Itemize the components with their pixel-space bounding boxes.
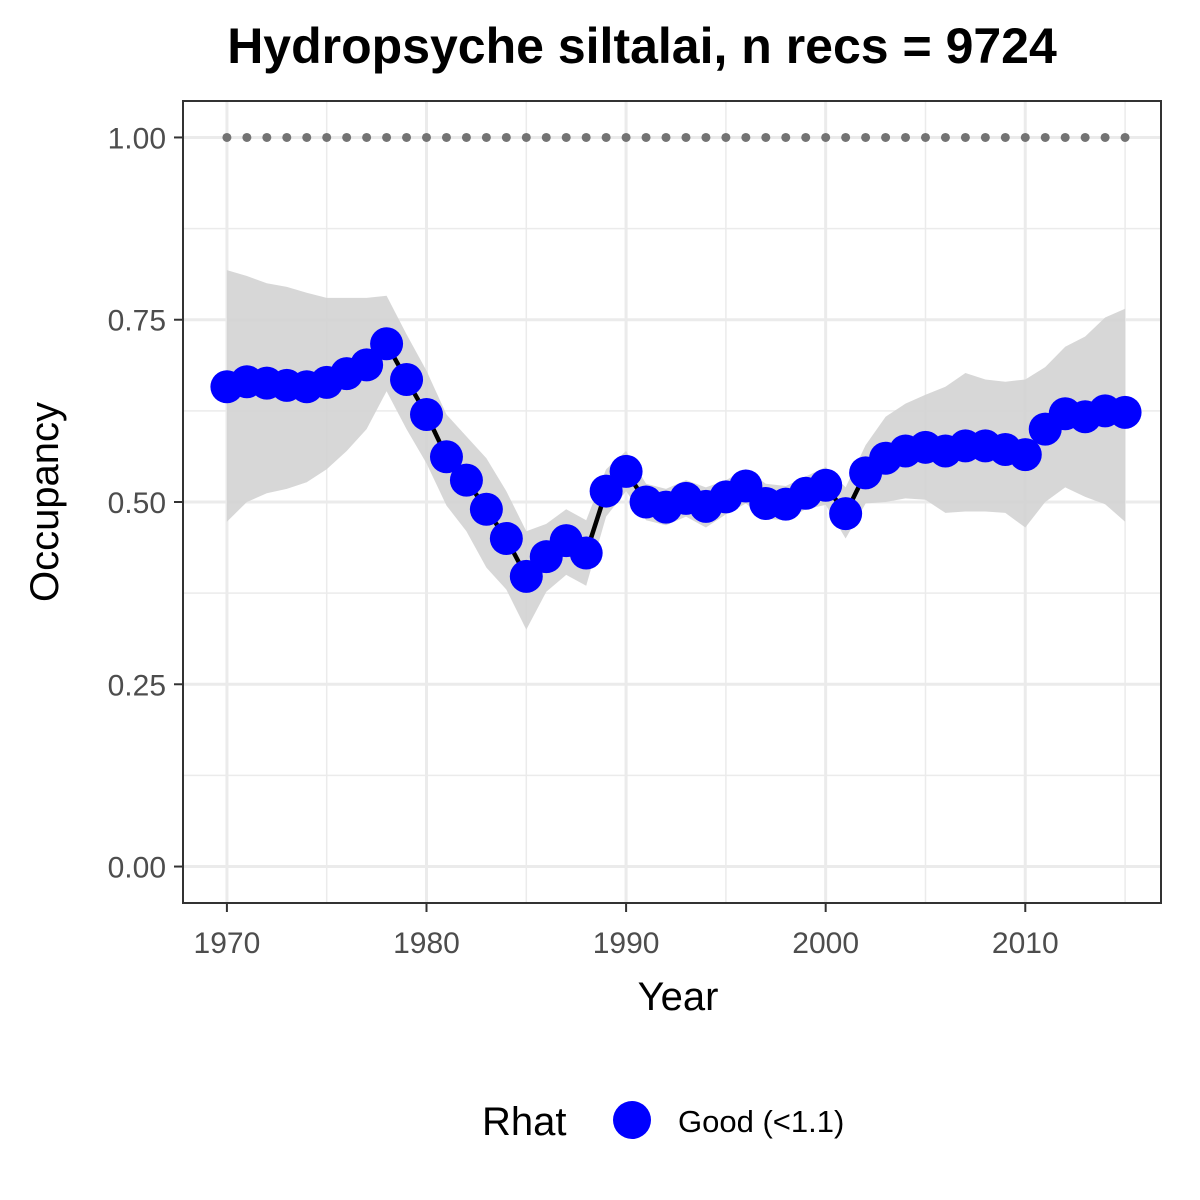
legend-key-good	[613, 1101, 651, 1139]
reference-dot	[342, 133, 351, 142]
reference-dot	[302, 133, 311, 142]
reference-dot	[622, 133, 631, 142]
reference-dot	[761, 133, 770, 142]
reference-dot	[741, 133, 750, 142]
reference-dot	[242, 133, 251, 142]
x-tick-label: 1970	[194, 927, 261, 960]
occupancy-point-1982	[450, 464, 483, 497]
occupancy-point-1983	[470, 493, 503, 526]
occupancy-point-2000	[809, 469, 842, 502]
y-tick-label: 0.75	[108, 305, 166, 338]
x-tick-label: 2010	[992, 927, 1059, 960]
reference-dot	[681, 133, 690, 142]
reference-dot	[662, 133, 671, 142]
y-tick-label: 0.50	[108, 487, 166, 520]
y-tick-label: 0.25	[108, 669, 166, 702]
reference-dot	[1041, 133, 1050, 142]
reference-dot	[322, 133, 331, 142]
x-tick-label: 1990	[593, 927, 660, 960]
legend-title: Rhat	[482, 1100, 567, 1144]
reference-dot	[721, 133, 730, 142]
reference-dot	[282, 133, 291, 142]
legend-label-good: Good (<1.1)	[678, 1104, 844, 1139]
reference-dot	[1021, 133, 1030, 142]
occupancy-point-1979	[390, 363, 423, 396]
reference-dot	[502, 133, 511, 142]
occupancy-point-2015	[1109, 396, 1142, 429]
reference-dot	[1121, 133, 1130, 142]
reference-dot	[222, 133, 231, 142]
reference-dot	[701, 133, 710, 142]
reference-dot	[901, 133, 910, 142]
reference-dot	[422, 133, 431, 142]
reference-dot	[582, 133, 591, 142]
reference-dot	[602, 133, 611, 142]
reference-dot	[941, 133, 950, 142]
reference-dot	[362, 133, 371, 142]
reference-dot	[821, 133, 830, 142]
reference-dot	[542, 133, 551, 142]
reference-dot	[921, 133, 930, 142]
occupancy-point-1988	[570, 537, 603, 570]
reference-dot	[522, 133, 531, 142]
occupancy-point-2001	[829, 497, 862, 530]
occupancy-point-1990	[610, 455, 643, 488]
y-tick-label: 1.00	[108, 122, 166, 155]
reference-dot	[781, 133, 790, 142]
occupancy-point-1978	[370, 327, 403, 360]
reference-dot	[562, 133, 571, 142]
reference-dot	[961, 133, 970, 142]
reference-dot	[1061, 133, 1070, 142]
x-tick-label: 1980	[393, 927, 460, 960]
reference-dot	[402, 133, 411, 142]
reference-dot	[1001, 133, 1010, 142]
reference-dot	[1081, 133, 1090, 142]
occupancy-point-1984	[490, 522, 523, 555]
occupancy-point-1980	[410, 398, 443, 431]
reference-dot	[981, 133, 990, 142]
reference-dot	[262, 133, 271, 142]
reference-dot	[801, 133, 810, 142]
x-tick-label: 2000	[792, 927, 859, 960]
reference-dot	[382, 133, 391, 142]
chart-title: Hydropsyche siltalai, n recs = 9724	[227, 18, 1057, 74]
reference-dot	[861, 133, 870, 142]
reference-dot	[482, 133, 491, 142]
reference-dot	[462, 133, 471, 142]
reference-dot	[642, 133, 651, 142]
y-tick-label: 0.00	[108, 852, 166, 885]
reference-dot	[442, 133, 451, 142]
reference-dot	[881, 133, 890, 142]
y-axis-title: Occupancy	[23, 402, 67, 602]
x-axis-title: Year	[638, 975, 719, 1019]
reference-dot	[841, 133, 850, 142]
reference-dot	[1101, 133, 1110, 142]
